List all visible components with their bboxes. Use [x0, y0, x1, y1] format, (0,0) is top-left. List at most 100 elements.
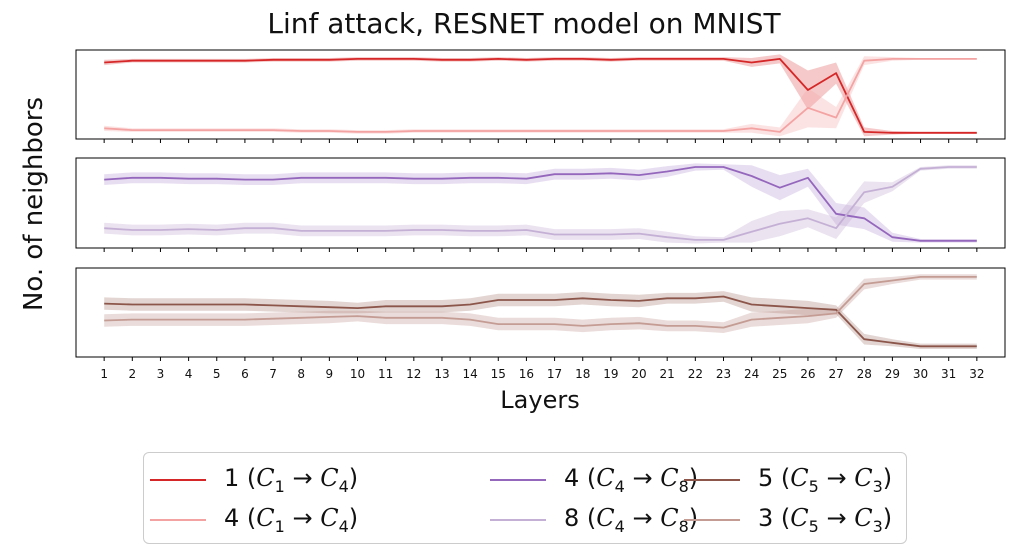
x-tick-label: 20	[631, 367, 646, 381]
legend-suffix: )	[348, 504, 359, 533]
x-tick-label: 7	[269, 367, 277, 381]
legend-to: C	[854, 464, 873, 493]
legend-item: 4 (C1 → C4)	[150, 501, 358, 539]
x-tick-label: 8	[297, 367, 305, 381]
legend-to: C	[854, 504, 873, 533]
x-tick-label: 16	[519, 367, 534, 381]
legend-swatch	[684, 519, 740, 521]
legend-arrow: →	[284, 504, 321, 533]
series-line-panel2-series1	[104, 166, 977, 242]
legend-to-sub: 3	[872, 516, 883, 536]
panel-frame	[75, 157, 1006, 249]
confidence-band-panel2-series1	[104, 163, 977, 243]
x-tick-label: 23	[716, 367, 731, 381]
x-axis-label: Layers	[500, 386, 579, 414]
legend-from: C	[256, 464, 275, 493]
legend-item: 5 (C5 → C3)	[684, 461, 892, 499]
legend-label: 3 (C5 → C3)	[758, 504, 892, 536]
legend-to-sub: 8	[678, 476, 689, 496]
legend-swatch	[150, 479, 206, 481]
x-tick-label: 19	[603, 367, 618, 381]
chart-title: Linf attack, RESNET model on MNIST	[267, 7, 781, 40]
x-tick-label: 28	[857, 367, 872, 381]
legend-item: 3 (C5 → C3)	[684, 501, 892, 539]
panel-frame	[75, 49, 1006, 140]
legend-suffix: )	[882, 464, 893, 493]
x-tick-label: 29	[885, 367, 900, 381]
y-axis-label: No. of neighbors	[19, 97, 49, 311]
legend-label: 8 (C4 → C8)	[564, 504, 698, 536]
x-tick-label: 13	[434, 367, 449, 381]
legend-swatch	[150, 519, 206, 521]
legend-from-sub: 4	[614, 516, 625, 536]
legend-swatch	[490, 479, 546, 481]
confidence-band-panel1-series1	[104, 54, 977, 137]
legend-arrow: →	[624, 504, 661, 533]
x-tick-label: 22	[688, 367, 703, 381]
legend-from-sub: 5	[808, 476, 819, 496]
legend-prefix: 4 (	[224, 504, 257, 533]
series-line-panel1-series2	[104, 58, 977, 133]
x-tick-label: 1	[100, 367, 108, 381]
panel-2	[75, 157, 1006, 252]
legend-to-sub: 3	[872, 476, 883, 496]
legend-label: 4 (C1 → C4)	[224, 504, 358, 536]
legend-from: C	[790, 464, 809, 493]
legend-item: 1 (C1 → C4)	[150, 461, 358, 499]
x-tick-label: 11	[378, 367, 393, 381]
legend-swatch	[490, 519, 546, 521]
legend-to: C	[660, 504, 679, 533]
panel-1	[75, 49, 1006, 143]
x-tick-label: 17	[547, 367, 562, 381]
legend-from: C	[790, 504, 809, 533]
x-tick-label: 2	[128, 367, 136, 381]
legend-to-sub: 4	[338, 516, 349, 536]
legend-from-sub: 5	[808, 516, 819, 536]
legend-suffix: )	[348, 464, 359, 493]
legend: 1 (C1 → C4) 4 (C1 → C4) 4 (C4 → C8) 8 (C4 →…	[143, 452, 907, 544]
x-tick-label: 12	[406, 367, 421, 381]
legend-to-sub: 8	[678, 516, 689, 536]
legend-from-sub: 1	[274, 516, 285, 536]
series-line-panel2-series2	[104, 166, 977, 241]
legend-from-sub: 4	[614, 476, 625, 496]
series-line-panel3-series1	[104, 295, 977, 348]
panels	[75, 49, 1006, 361]
x-tick-label: 15	[491, 367, 506, 381]
legend-prefix: 4 (	[564, 464, 597, 493]
x-tick-label: 10	[350, 367, 365, 381]
legend-suffix: )	[688, 504, 699, 533]
x-tick-label: 21	[660, 367, 675, 381]
legend-label: 5 (C5 → C3)	[758, 464, 892, 496]
x-tick-label: 18	[575, 367, 590, 381]
legend-label: 1 (C1 → C4)	[224, 464, 358, 496]
legend-prefix: 1 (	[224, 464, 257, 493]
legend-to-sub: 4	[338, 476, 349, 496]
legend-arrow: →	[624, 464, 661, 493]
x-tick-label: 5	[213, 367, 221, 381]
series-line-panel3-series2	[104, 275, 977, 329]
confidence-band-panel1-series2	[104, 56, 977, 137]
legend-from: C	[256, 504, 275, 533]
legend-from: C	[596, 464, 615, 493]
x-tick-label: 27	[828, 367, 843, 381]
legend-arrow: →	[818, 464, 855, 493]
legend-arrow: →	[284, 464, 321, 493]
panel-frame	[75, 267, 1006, 358]
series-line-panel1-series1	[104, 58, 977, 134]
legend-to: C	[660, 464, 679, 493]
legend-suffix: )	[688, 464, 699, 493]
legend-to: C	[320, 464, 339, 493]
legend-swatch	[684, 479, 740, 481]
legend-arrow: →	[818, 504, 855, 533]
legend-label: 4 (C4 → C8)	[564, 464, 698, 496]
legend-prefix: 5 (	[758, 464, 791, 493]
x-tick-label: 31	[941, 367, 956, 381]
x-tick-label: 24	[744, 367, 759, 381]
legend-to: C	[320, 504, 339, 533]
x-axis-ticks: 1 2 3 4 5 6 7 8 9 10 11 12 13 14 15 16 17 18 19 20 21 22 23 24 2…	[100, 367, 984, 381]
x-tick-label: 3	[157, 367, 165, 381]
x-tick-label: 4	[185, 367, 193, 381]
legend-prefix: 3 (	[758, 504, 791, 533]
